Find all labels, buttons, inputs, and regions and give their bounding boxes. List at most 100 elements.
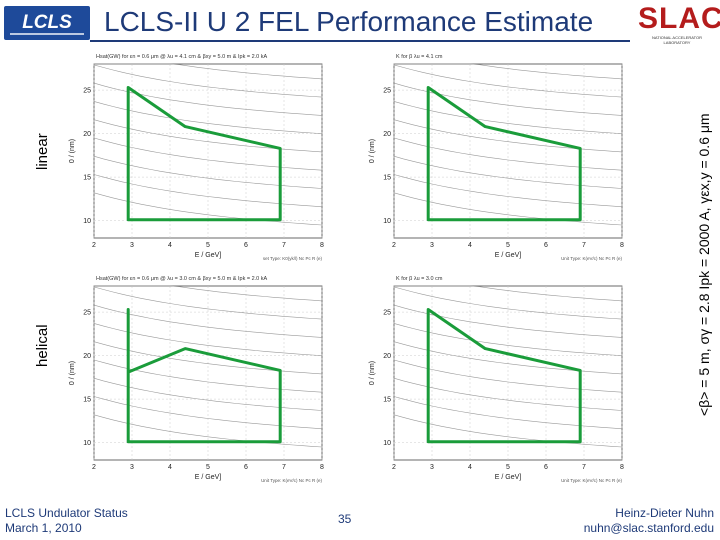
x-tick-label: 3 [130, 242, 134, 249]
contour-line [93, 323, 323, 356]
helical-k-parameter-plot: K for β λu = 3.0 cm 2 3 4 5 6 7 8 10 15 20 25 E / Ge… [356, 270, 648, 486]
contour-line [93, 286, 323, 320]
x-axis-label: E / GeV] [195, 252, 222, 259]
contour-line [393, 101, 623, 134]
x-tick-label: 6 [544, 242, 548, 249]
contour-line [93, 155, 323, 189]
contour-line [393, 119, 623, 153]
x-tick-label: 5 [206, 464, 210, 471]
plot-footnote: set Type: K0(yk/l) Nc Pc R (e) [263, 256, 323, 261]
contour-line [94, 63, 323, 80]
operating-region [126, 86, 282, 222]
x-tick-label: 7 [282, 464, 286, 471]
contour-line [393, 341, 623, 375]
slac-logo: SLAC NATIONAL ACCELERATOR LABORATORY [638, 2, 720, 46]
footer-author: Heinz-Dieter Nuhn [615, 506, 714, 520]
x-tick-label: 6 [244, 242, 248, 249]
x-tick-label: 2 [92, 464, 96, 471]
contour-line [93, 414, 323, 448]
x-tick-label: 8 [620, 242, 624, 249]
header-divider [90, 40, 630, 42]
x-tick-label: 3 [430, 242, 434, 249]
x-tick-label: 2 [392, 242, 396, 249]
x-tick-label: 8 [620, 464, 624, 471]
contour-line [393, 377, 623, 411]
footer-status-title: LCLS Undulator Status [5, 506, 128, 520]
y-tick-label: 25 [83, 88, 91, 95]
plot-footnote: Unit Type: K(eV/c) Nc Pc R (e) [561, 478, 622, 483]
x-tick-label: 5 [206, 242, 210, 249]
linear-k-parameter-plot: K for β λu = 4.1 cm 2 3 4 5 6 7 8 10 15 20 25 E / Ge… [356, 48, 648, 264]
page-number: 35 [338, 512, 352, 526]
plot-footnote: Unit Type: K(eV/c) Nc Pc R (e) [261, 478, 322, 483]
y-tick-label: 15 [83, 397, 91, 404]
page-title: LCLS-II U 2 FEL Performance Estimate [104, 6, 594, 37]
y-tick-label: 20 [83, 353, 91, 360]
header: LCLS LCLS-II U 2 FEL Performance Estimat… [0, 0, 720, 48]
y-tick-label: 10 [383, 218, 391, 225]
x-tick-label: 3 [130, 464, 134, 471]
x-tick-label: 7 [582, 464, 586, 471]
x-axis-label: E / GeV] [195, 474, 222, 481]
y-tick-label: 10 [383, 440, 391, 447]
contour-line [393, 64, 623, 98]
helical-row-label: helical [34, 324, 51, 367]
contour-line [93, 137, 323, 171]
y-tick-label: 25 [83, 310, 91, 317]
plot-heading: K for β λu = 3.0 cm [396, 276, 443, 282]
plot-heading: Hsat(GW) for εn = 0.6 μm @ λu = 4.1 cm &… [96, 54, 268, 60]
x-tick-label: 2 [392, 464, 396, 471]
x-tick-label: 6 [544, 464, 548, 471]
contour-line [93, 119, 323, 153]
x-tick-label: 4 [168, 242, 172, 249]
y-axis-label: 0 / (nm) [69, 139, 76, 163]
x-tick-label: 5 [506, 242, 510, 249]
lcls-logo: LCLS [4, 6, 90, 40]
x-tick-label: 6 [244, 464, 248, 471]
contour-line [93, 377, 323, 411]
linear-row-label: linear [34, 133, 51, 170]
x-axis-label: E / GeV] [495, 252, 522, 259]
contour-line [93, 64, 323, 98]
contour-line [393, 137, 623, 171]
plot-heading: Hsat(GW) for εn = 0.6 μm @ λu = 3.0 cm &… [96, 276, 268, 282]
footer-email: nuhn@slac.stanford.edu [583, 521, 714, 535]
contour-line [393, 286, 623, 320]
footer-left: LCLS Undulator Status March 1, 2010 [5, 506, 128, 536]
contour-line [393, 323, 623, 356]
y-axis-label: 0 / (nm) [369, 361, 376, 385]
contour-line [394, 285, 623, 302]
operating-region [426, 86, 582, 222]
contour-line [93, 192, 323, 226]
contour-line [93, 101, 323, 134]
contour-line [393, 192, 623, 226]
contour-line [393, 174, 623, 208]
x-tick-label: 2 [92, 242, 96, 249]
x-tick-label: 4 [168, 464, 172, 471]
helical-saturation-power-plot: Hsat(GW) for εn = 0.6 μm @ λu = 3.0 cm &… [56, 270, 348, 486]
slac-logo-subtext: NATIONAL ACCELERATOR LABORATORY [651, 35, 703, 45]
footer-date: March 1, 2010 [5, 521, 82, 535]
y-tick-label: 25 [383, 88, 391, 95]
y-tick-label: 10 [83, 440, 91, 447]
x-tick-label: 8 [320, 464, 324, 471]
x-tick-label: 3 [430, 464, 434, 471]
contour-line [394, 63, 623, 80]
contour-line [93, 174, 323, 208]
slac-logo-word: SLAC [638, 2, 720, 35]
x-tick-label: 8 [320, 242, 324, 249]
x-tick-label: 7 [282, 242, 286, 249]
operating-region [426, 308, 582, 444]
contour-line [93, 304, 323, 338]
x-tick-label: 4 [468, 464, 472, 471]
contour-line [94, 285, 323, 302]
x-tick-label: 7 [582, 242, 586, 249]
x-tick-label: 4 [468, 242, 472, 249]
y-axis-label: 0 / (nm) [369, 139, 376, 163]
operating-region [126, 308, 282, 444]
y-tick-label: 20 [83, 131, 91, 138]
contour-line [93, 396, 323, 430]
contour-line [393, 155, 623, 189]
contour-line [393, 414, 623, 448]
y-tick-label: 10 [83, 218, 91, 225]
